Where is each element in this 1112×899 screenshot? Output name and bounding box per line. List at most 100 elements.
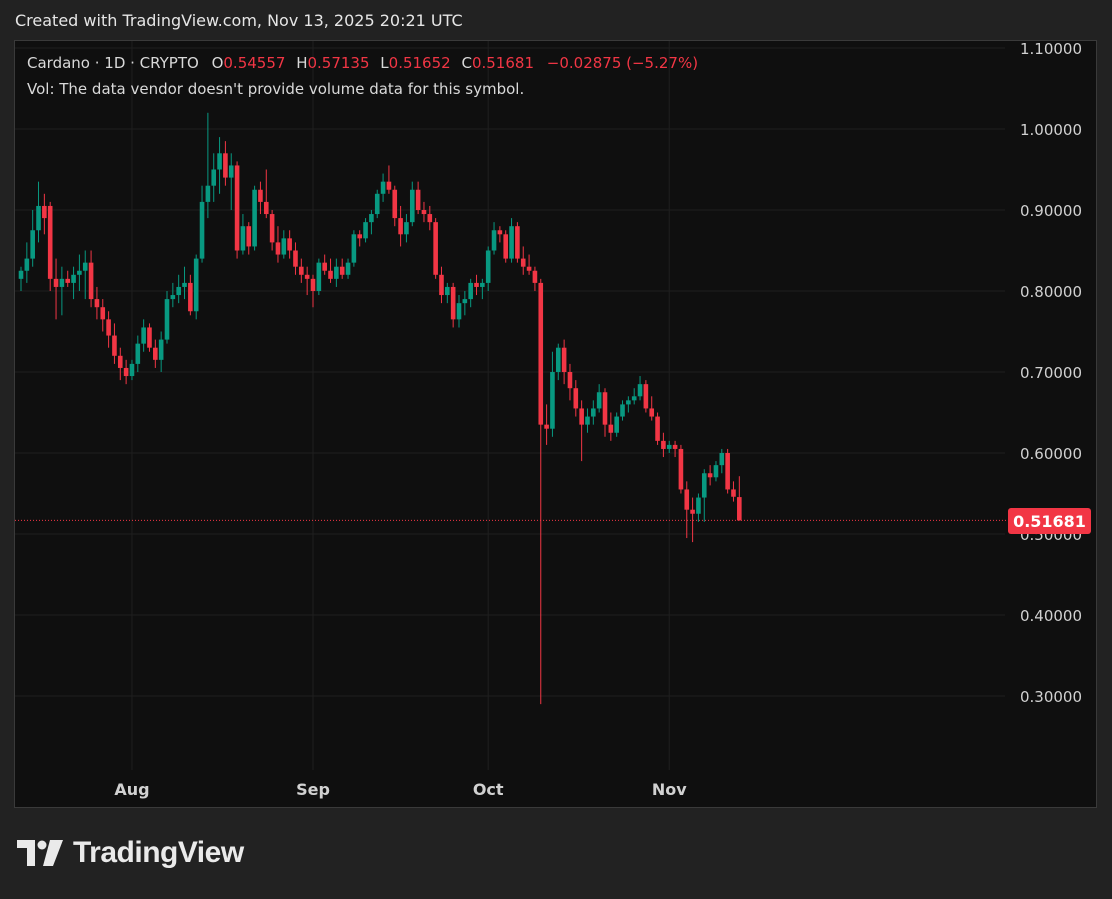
candle[interactable] [678, 444, 684, 494]
candle[interactable] [573, 380, 579, 417]
candle[interactable] [263, 169, 269, 219]
candle[interactable] [445, 282, 450, 304]
candle[interactable] [409, 181, 415, 227]
candle[interactable] [433, 218, 438, 279]
candle[interactable] [328, 258, 333, 283]
candle[interactable] [240, 214, 246, 255]
candle[interactable] [515, 222, 520, 263]
candle[interactable] [65, 270, 71, 287]
candle[interactable] [269, 210, 275, 251]
chart-pane[interactable] [14, 40, 1097, 808]
candle[interactable] [334, 258, 339, 287]
candle[interactable] [304, 266, 310, 296]
candle[interactable] [153, 339, 158, 368]
candle[interactable] [392, 185, 398, 227]
candle[interactable] [620, 400, 625, 421]
candle[interactable] [211, 153, 217, 202]
candle[interactable] [322, 254, 327, 275]
candle[interactable] [293, 242, 298, 275]
candle[interactable] [164, 291, 170, 344]
candle[interactable] [357, 230, 363, 247]
candle[interactable] [509, 218, 514, 263]
candle[interactable] [170, 282, 176, 308]
candle[interactable] [369, 210, 374, 235]
candle[interactable] [526, 254, 532, 275]
candle[interactable] [47, 201, 53, 291]
candle[interactable] [112, 323, 117, 364]
candle[interactable] [713, 461, 719, 482]
candle[interactable] [480, 278, 485, 300]
candle[interactable] [258, 181, 263, 215]
candle[interactable] [106, 311, 111, 348]
candle[interactable] [199, 185, 205, 263]
candle[interactable] [596, 384, 602, 413]
candle[interactable] [117, 347, 123, 381]
candle[interactable] [666, 440, 672, 453]
candle[interactable] [100, 299, 106, 332]
candle[interactable] [497, 226, 503, 243]
candle[interactable] [579, 400, 584, 462]
candle[interactable] [415, 181, 421, 215]
candle[interactable] [701, 469, 707, 522]
candle[interactable] [450, 282, 456, 328]
candle[interactable] [176, 274, 181, 304]
candle[interactable] [427, 205, 433, 231]
candle[interactable] [18, 266, 24, 291]
candle[interactable] [123, 359, 129, 385]
candle[interactable] [485, 246, 491, 291]
candle[interactable] [468, 278, 473, 308]
candle[interactable] [246, 222, 252, 255]
candle[interactable] [661, 432, 666, 458]
candle[interactable] [316, 258, 322, 296]
candle[interactable] [439, 266, 444, 304]
candle[interactable] [339, 258, 345, 279]
candle[interactable] [182, 266, 187, 300]
candle[interactable] [456, 295, 462, 328]
candle[interactable] [252, 185, 257, 251]
candle[interactable] [684, 481, 690, 539]
candle[interactable] [94, 286, 100, 320]
candle[interactable] [491, 222, 497, 255]
candle[interactable] [655, 412, 660, 445]
candle[interactable] [223, 141, 228, 186]
candle[interactable] [42, 193, 47, 235]
candle[interactable] [567, 363, 573, 401]
candle[interactable] [602, 388, 608, 437]
candle[interactable] [719, 448, 725, 474]
candle[interactable] [36, 181, 41, 243]
candle[interactable] [71, 266, 76, 300]
candle[interactable] [228, 153, 234, 210]
candle[interactable] [345, 258, 351, 279]
candle[interactable] [462, 291, 468, 316]
candle[interactable] [532, 266, 538, 291]
candle[interactable] [649, 396, 655, 421]
candle[interactable] [310, 274, 316, 308]
candle[interactable] [474, 274, 479, 296]
candle[interactable] [591, 400, 596, 425]
candle[interactable] [538, 278, 544, 705]
candle[interactable] [129, 359, 135, 381]
candle[interactable] [77, 254, 82, 291]
candle[interactable] [147, 323, 152, 352]
candle[interactable] [275, 226, 281, 263]
candle[interactable] [544, 404, 549, 445]
candle[interactable] [287, 230, 292, 259]
candle[interactable] [707, 465, 713, 486]
candle[interactable] [626, 396, 631, 413]
candle[interactable] [193, 254, 199, 320]
candle[interactable] [585, 408, 590, 433]
candle[interactable] [672, 440, 678, 458]
candle[interactable] [82, 250, 88, 300]
candle[interactable] [614, 412, 619, 437]
candle[interactable] [141, 319, 146, 352]
candle[interactable] [725, 448, 730, 494]
candle[interactable] [737, 476, 742, 521]
candle[interactable] [363, 218, 368, 243]
candle[interactable] [53, 258, 59, 320]
candle[interactable] [555, 343, 561, 381]
candle[interactable] [421, 201, 427, 223]
candle[interactable] [188, 274, 193, 316]
candle[interactable] [398, 205, 403, 247]
candle[interactable] [386, 165, 392, 194]
